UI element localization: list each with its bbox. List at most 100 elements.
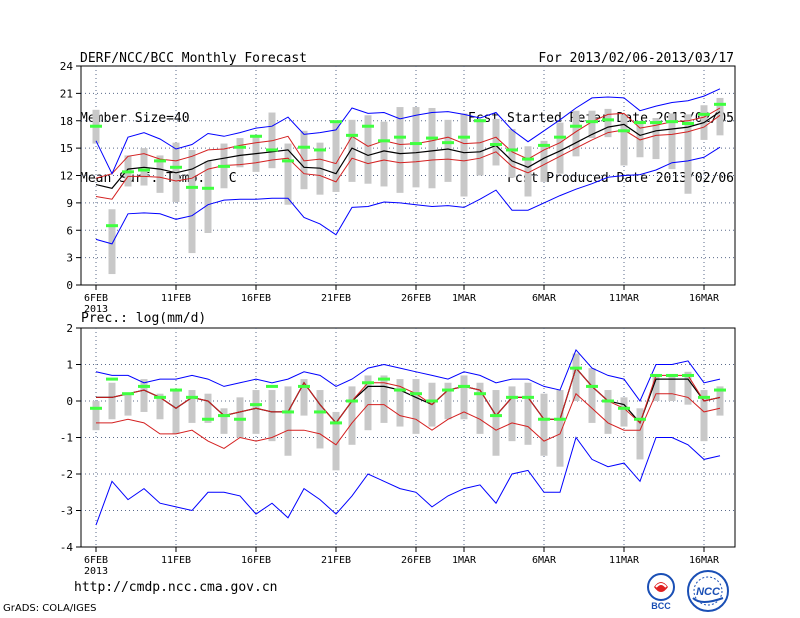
prec-median-marker [362, 381, 374, 385]
temp-median-marker [554, 135, 566, 139]
prec-series-max [95, 436, 721, 526]
prec-box [172, 390, 180, 434]
prec-ytick-label: -2 [60, 468, 73, 481]
prec-box [668, 375, 676, 401]
prec-median-marker [570, 366, 582, 370]
prec-median-marker [666, 373, 678, 377]
temp-xtick-label: 21FEB [321, 293, 351, 304]
prec-box [604, 390, 612, 434]
temp-median-marker [266, 148, 278, 152]
prec-box [156, 393, 164, 420]
temp-box [636, 120, 644, 158]
prec-median-marker [554, 417, 566, 421]
temp-xtick-label: 1MAR [452, 293, 477, 304]
temp-median-marker [330, 120, 342, 124]
temp-median-marker [154, 159, 166, 163]
temp-median-marker [442, 141, 454, 145]
temp-median-marker [410, 142, 422, 146]
temp-median-marker [122, 170, 134, 174]
temp-box [156, 155, 164, 193]
source-url[interactable]: http://cmdp.ncc.cma.gov.cn [74, 580, 278, 595]
temp-xyear-label: 2013 [84, 304, 108, 315]
prec-ytick-label: 2 [66, 322, 73, 335]
temp-median-marker [314, 148, 326, 152]
prec-median-marker [618, 406, 630, 410]
temp-median-marker [586, 120, 598, 124]
prec-box [252, 390, 260, 434]
temp-median-marker [346, 133, 358, 137]
temp-median-marker [570, 124, 582, 128]
temp-box [348, 119, 356, 182]
prec-median-marker [250, 403, 262, 407]
prec-xtick-label: 1MAR [452, 555, 477, 566]
temp-series-mean [95, 111, 721, 189]
temp-median-marker [666, 120, 678, 124]
temp-box [284, 143, 292, 205]
prec-median-marker [506, 395, 518, 399]
prec-median-marker [234, 417, 246, 421]
temp-xtick-label: 16FEB [241, 293, 271, 304]
prec-xtick-label: 21FEB [321, 555, 351, 566]
prec-box [348, 386, 356, 445]
temp-ytick-label: 0 [66, 279, 73, 292]
temp-box [492, 118, 500, 166]
temp-ytick-label: 18 [60, 115, 73, 128]
temp-median-marker [250, 134, 262, 138]
temp-xtick-label: 16MAR [689, 293, 720, 304]
temp-box [444, 119, 452, 182]
temp-series-min [95, 88, 721, 175]
prec-median-marker [266, 384, 278, 388]
prec-median-marker [586, 384, 598, 388]
temp-xtick-label: 11FEB [161, 293, 191, 304]
temp-series-p90 [95, 107, 721, 179]
temp-ytick-label: 21 [60, 87, 73, 100]
prec-median-marker [634, 417, 646, 421]
prec-xtick-label: 26FEB [401, 555, 431, 566]
temp-box [364, 115, 372, 184]
temp-box [588, 110, 596, 139]
prec-median-marker [314, 410, 326, 414]
chart-main-title: DERF/NCC/BCC Monthly Forecast [80, 51, 307, 66]
forecast-period-label: For 2013/02/06-2013/03/17 [538, 51, 734, 66]
prec-xtick-label: 16FEB [241, 555, 271, 566]
prec-median-marker [714, 388, 726, 392]
prec-xtick-label: 6MAR [532, 555, 557, 566]
temp-box [188, 149, 196, 254]
prec-median-marker [282, 410, 294, 414]
prec-xtick-label: 11MAR [609, 555, 640, 566]
prec-ytick-label: -3 [60, 505, 73, 518]
prec-box [284, 386, 292, 456]
prec-box [716, 386, 724, 416]
temp-median-marker [298, 145, 310, 149]
prec-median-marker [202, 417, 214, 421]
prec-box [652, 375, 660, 401]
temp-box [684, 114, 692, 194]
temp-box [380, 121, 388, 187]
temp-box [620, 114, 628, 166]
prec-box [700, 390, 708, 442]
prec-median-marker [650, 373, 662, 377]
temp-box [236, 138, 244, 168]
prec-panel-title: Prec.: log(mm/d) [81, 311, 206, 326]
prec-box [588, 368, 596, 423]
temp-box [332, 121, 340, 192]
temp-median-marker [538, 143, 550, 147]
temp-median-marker [202, 186, 214, 190]
temp-median-marker [426, 136, 438, 140]
prec-box [412, 379, 420, 434]
prec-box [92, 401, 100, 431]
prec-median-marker [394, 388, 406, 392]
temp-median-marker [714, 102, 726, 106]
temp-series-p10 [95, 114, 721, 200]
temp-ytick-label: 3 [66, 252, 73, 265]
temp-box [108, 209, 116, 275]
prec-box [396, 379, 404, 427]
temp-median-marker [682, 121, 694, 125]
prec-box [220, 408, 228, 434]
prec-box [300, 379, 308, 416]
temp-box [668, 113, 676, 170]
prec-median-marker [154, 395, 166, 399]
temp-box [204, 160, 212, 233]
prec-median-marker [170, 388, 182, 392]
